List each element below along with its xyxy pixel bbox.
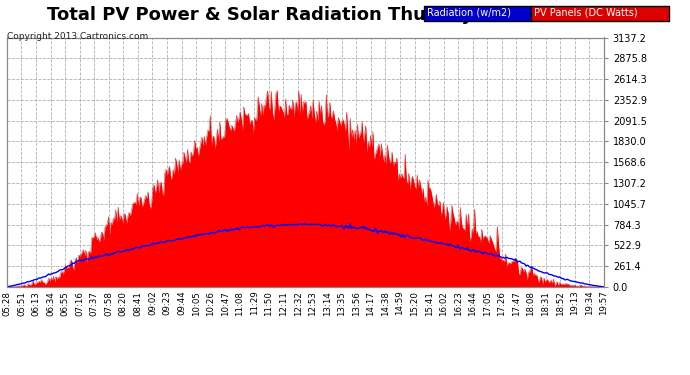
Text: 13:56: 13:56 <box>352 291 361 315</box>
Text: 17:47: 17:47 <box>512 291 521 315</box>
Text: 11:50: 11:50 <box>264 291 273 315</box>
Text: Total PV Power & Solar Radiation Thu May 16 19:57: Total PV Power & Solar Radiation Thu May… <box>47 6 567 24</box>
Text: 14:17: 14:17 <box>366 291 375 315</box>
Text: 07:16: 07:16 <box>75 291 84 315</box>
Text: 19:34: 19:34 <box>584 291 593 315</box>
Text: 12:32: 12:32 <box>293 291 302 315</box>
Text: 16:44: 16:44 <box>469 291 477 315</box>
Text: 13:14: 13:14 <box>323 291 332 315</box>
Text: 06:55: 06:55 <box>61 291 70 315</box>
Text: 18:52: 18:52 <box>555 291 564 315</box>
Text: 17:05: 17:05 <box>483 291 492 315</box>
Text: 10:26: 10:26 <box>206 291 215 315</box>
Text: Radiation (w/m2): Radiation (w/m2) <box>427 8 511 18</box>
Text: 16:23: 16:23 <box>454 291 463 315</box>
Text: 11:29: 11:29 <box>250 291 259 315</box>
Text: 14:38: 14:38 <box>381 291 390 315</box>
Text: 12:11: 12:11 <box>279 291 288 315</box>
Text: 09:02: 09:02 <box>148 291 157 315</box>
Text: 13:35: 13:35 <box>337 291 346 315</box>
Text: 09:23: 09:23 <box>163 291 172 315</box>
Text: 08:20: 08:20 <box>119 291 128 315</box>
Text: 09:44: 09:44 <box>177 291 186 315</box>
Text: 15:20: 15:20 <box>410 291 419 315</box>
Text: 06:13: 06:13 <box>32 291 41 315</box>
Text: 08:41: 08:41 <box>133 291 142 315</box>
Text: Copyright 2013 Cartronics.com: Copyright 2013 Cartronics.com <box>7 32 148 41</box>
Text: 10:05: 10:05 <box>192 291 201 315</box>
Text: 18:31: 18:31 <box>541 291 550 315</box>
Text: 10:47: 10:47 <box>221 291 230 315</box>
Text: 11:08: 11:08 <box>235 291 244 315</box>
Text: 14:59: 14:59 <box>395 291 404 315</box>
Text: 18:08: 18:08 <box>526 291 535 315</box>
Text: 19:13: 19:13 <box>570 291 579 315</box>
Text: 06:34: 06:34 <box>46 291 55 315</box>
Text: 05:51: 05:51 <box>17 291 26 315</box>
Text: 15:41: 15:41 <box>424 291 433 315</box>
Text: 16:02: 16:02 <box>439 291 448 315</box>
Text: 07:58: 07:58 <box>104 291 113 315</box>
Text: PV Panels (DC Watts): PV Panels (DC Watts) <box>534 8 638 18</box>
Text: 05:28: 05:28 <box>2 291 12 315</box>
Text: 19:57: 19:57 <box>599 291 609 315</box>
Text: 12:53: 12:53 <box>308 291 317 315</box>
Text: 17:26: 17:26 <box>497 291 506 315</box>
Text: 07:37: 07:37 <box>90 291 99 315</box>
